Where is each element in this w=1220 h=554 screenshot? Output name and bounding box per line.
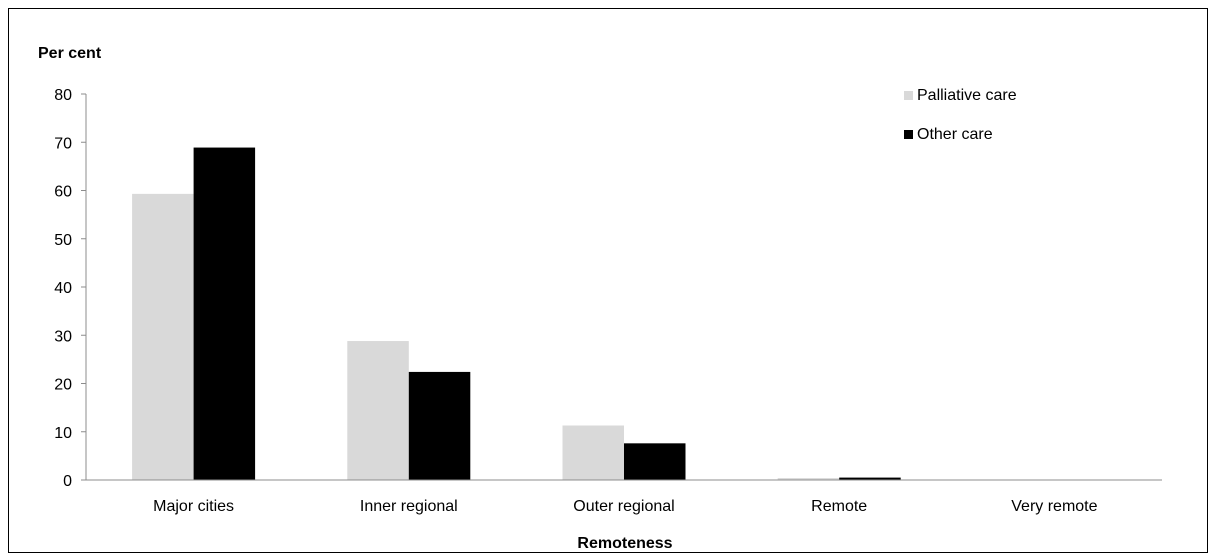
y-tick-label: 40 bbox=[54, 280, 72, 297]
bar-other-care bbox=[839, 477, 901, 480]
bar-other-care bbox=[193, 147, 256, 480]
legend-label-other-care: Other care bbox=[917, 126, 993, 143]
legend-swatch-palliative-care bbox=[904, 91, 913, 100]
x-axis-title: Remoteness bbox=[577, 535, 672, 552]
legend-label-palliative-care: Palliative care bbox=[917, 87, 1017, 104]
y-tick-label: 10 bbox=[54, 425, 72, 442]
bar-palliative-care bbox=[347, 341, 409, 480]
bar-other-care bbox=[624, 443, 686, 480]
y-tick-label: 70 bbox=[54, 135, 72, 152]
y-tick-label: 20 bbox=[54, 377, 72, 394]
x-tick-label: Major cities bbox=[153, 498, 234, 515]
x-tick-label: Outer regional bbox=[573, 498, 674, 515]
x-tick-label: Very remote bbox=[1011, 498, 1097, 515]
legend-swatch-other-care bbox=[904, 130, 913, 139]
bar-palliative-care bbox=[132, 193, 194, 480]
plot-area: 0 10 20 30 40 50 60 70 80 Major cities Inner regio… bbox=[54, 87, 1162, 515]
y-axis-title: Per cent bbox=[38, 45, 102, 62]
y-tick-label: 60 bbox=[54, 184, 72, 201]
y-tick-label: 50 bbox=[54, 232, 72, 249]
bar-palliative-care bbox=[562, 425, 624, 480]
y-tick-label: 30 bbox=[54, 328, 72, 345]
legend: Palliative care Other care bbox=[904, 87, 1017, 143]
y-tick-label: 80 bbox=[54, 87, 72, 104]
x-tick-label: Inner regional bbox=[360, 498, 458, 515]
y-tick-label: 0 bbox=[63, 473, 72, 490]
bar-other-care bbox=[408, 371, 471, 480]
x-tick-label: Remote bbox=[811, 498, 867, 515]
bar-palliative-care bbox=[777, 478, 840, 480]
